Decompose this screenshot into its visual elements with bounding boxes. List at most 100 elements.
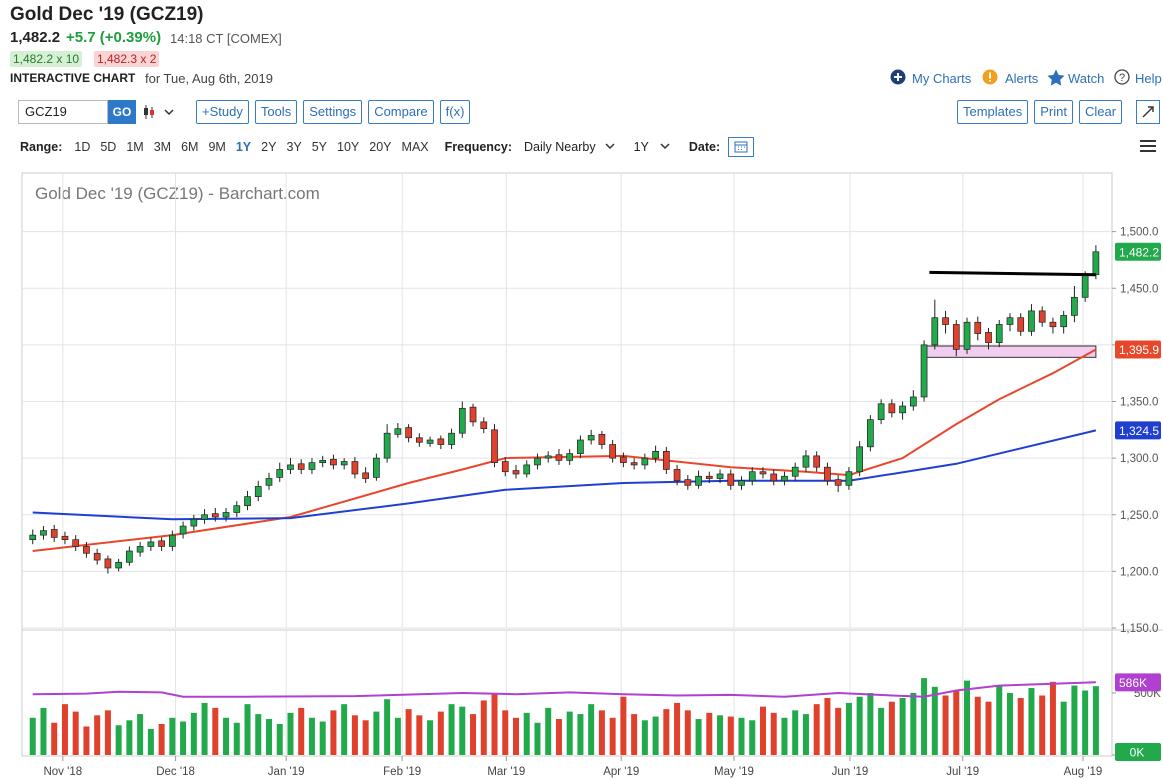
range-option[interactable]: 5D bbox=[100, 140, 117, 154]
range-option[interactable]: 1Y bbox=[235, 140, 252, 154]
range-option[interactable]: 1D bbox=[74, 140, 91, 154]
volume-bar bbox=[899, 697, 906, 755]
range-option[interactable]: 9M bbox=[208, 140, 226, 154]
volume-bar bbox=[51, 722, 58, 755]
y-tick-label: 1,150.0 bbox=[1120, 623, 1158, 635]
volume-bar bbox=[40, 707, 47, 755]
volume-bar bbox=[1092, 686, 1099, 755]
candle-body bbox=[1060, 315, 1068, 328]
candle-body bbox=[1081, 274, 1089, 298]
candle-body bbox=[995, 324, 1003, 343]
volume-bar bbox=[878, 707, 885, 755]
candle-body bbox=[168, 534, 176, 547]
alerts-link[interactable]: Alerts bbox=[1005, 71, 1039, 86]
chart-type-icon[interactable] bbox=[143, 104, 177, 120]
volume-bar bbox=[1028, 688, 1035, 755]
svg-text:?: ? bbox=[1119, 72, 1125, 84]
volume-bar bbox=[706, 712, 713, 755]
moving-average-label: 1,395.9 bbox=[1119, 343, 1159, 357]
frequency-select[interactable]: Daily Nearby bbox=[524, 140, 596, 154]
x-tick-label: Jan '19 bbox=[268, 766, 305, 778]
x-tick-label: May '19 bbox=[714, 766, 754, 778]
volume-bar bbox=[405, 709, 412, 755]
y-tick-label: 0K bbox=[1130, 746, 1145, 760]
volume-bar bbox=[1082, 690, 1089, 755]
range-option[interactable]: 10Y bbox=[337, 140, 360, 154]
volume-bar bbox=[362, 720, 369, 755]
x-tick-label: Dec '18 bbox=[156, 766, 195, 778]
candle-body bbox=[405, 427, 412, 439]
range-option[interactable]: MAX bbox=[401, 140, 429, 154]
range-option[interactable]: 3M bbox=[153, 140, 172, 154]
volume-bar bbox=[964, 680, 971, 755]
volume-bar bbox=[663, 709, 670, 755]
range-option[interactable]: 2Y bbox=[261, 140, 277, 154]
symbol-input[interactable]: GCZ19 bbox=[18, 100, 108, 124]
candle-body bbox=[190, 518, 198, 527]
go-button[interactable]: GO bbox=[108, 100, 136, 124]
volume-bar bbox=[147, 728, 154, 755]
volume-average-label: 586K bbox=[1119, 676, 1147, 690]
candle-body bbox=[244, 496, 251, 507]
my-charts-link[interactable]: My Charts bbox=[912, 71, 972, 86]
volume-bar bbox=[298, 707, 305, 755]
candle-body bbox=[469, 406, 477, 423]
volume-bar bbox=[180, 721, 187, 755]
volume-bar bbox=[491, 693, 498, 755]
candle-body bbox=[126, 550, 133, 563]
toolbar-button[interactable]: Print bbox=[1034, 100, 1073, 124]
volume-bar bbox=[695, 719, 702, 755]
range-option[interactable]: 5Y bbox=[311, 140, 328, 154]
toolbar-button[interactable]: +Study bbox=[196, 100, 249, 124]
candle-body bbox=[351, 461, 359, 475]
volume-bar bbox=[555, 719, 562, 755]
candle-body bbox=[705, 475, 713, 479]
candle-body bbox=[50, 529, 58, 538]
candle-body bbox=[759, 471, 767, 475]
candle-body bbox=[523, 464, 531, 475]
moving-average-label-box bbox=[1115, 421, 1161, 440]
help-link[interactable]: Help bbox=[1135, 71, 1162, 86]
range-option[interactable]: 3Y bbox=[286, 140, 302, 154]
toolbar-button[interactable]: Compare bbox=[368, 100, 434, 124]
volume-average bbox=[32, 681, 1096, 698]
volume-bar bbox=[351, 715, 358, 755]
watch-icon bbox=[1047, 69, 1065, 86]
candle-body bbox=[1028, 310, 1035, 332]
range-option[interactable]: 20Y bbox=[369, 140, 392, 154]
volume-bar bbox=[534, 722, 541, 755]
candle-body bbox=[834, 479, 842, 486]
volume-bar bbox=[835, 707, 842, 755]
menu-icon[interactable] bbox=[1140, 139, 1156, 153]
candle-body bbox=[534, 457, 541, 466]
volume-bar bbox=[652, 716, 659, 755]
candle-body bbox=[748, 471, 756, 482]
toolbar-button[interactable]: Tools bbox=[254, 100, 298, 124]
candle-body bbox=[587, 435, 595, 441]
candle-body bbox=[83, 546, 90, 554]
candle-body bbox=[201, 514, 208, 520]
y-tick-label: 1,500.0 bbox=[1120, 227, 1158, 239]
y-tick-label: 1,200.0 bbox=[1120, 566, 1158, 578]
date-picker[interactable] bbox=[728, 137, 755, 157]
volume-bar bbox=[190, 712, 197, 755]
toolbar-button[interactable]: Settings bbox=[303, 100, 363, 124]
toolbar-button[interactable]: Clear bbox=[1078, 100, 1123, 124]
range-option[interactable]: 6M bbox=[181, 140, 199, 154]
last-price-label: 1,482.2 bbox=[1119, 245, 1159, 259]
moving-average bbox=[32, 429, 1097, 521]
candle-body bbox=[501, 461, 509, 473]
range-option[interactable]: 1M bbox=[126, 140, 144, 154]
candle-body bbox=[362, 472, 369, 479]
toolbar-button[interactable]: f(x) bbox=[439, 100, 471, 124]
volume-bar bbox=[749, 720, 756, 755]
expand-button[interactable] bbox=[1136, 100, 1160, 124]
toolbar-button[interactable]: Templates bbox=[957, 100, 1029, 124]
candle-body bbox=[179, 525, 187, 535]
period-select[interactable]: 1Y bbox=[633, 140, 649, 154]
watch-link[interactable]: Watch bbox=[1068, 71, 1105, 86]
volume-bar bbox=[437, 711, 444, 755]
candle-body bbox=[136, 546, 144, 553]
volume-bar bbox=[212, 707, 219, 755]
